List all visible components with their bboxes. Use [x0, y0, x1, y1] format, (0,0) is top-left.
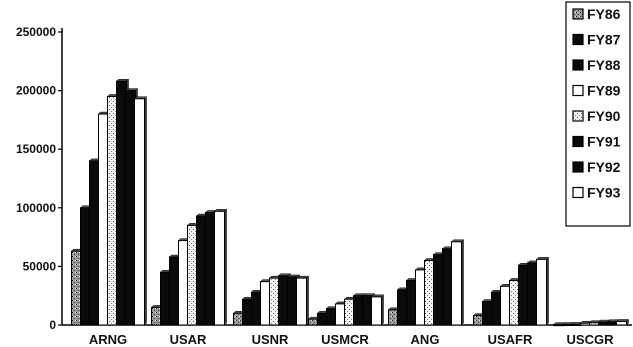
legend-label: FY93: [587, 185, 621, 201]
bar-uscgr-fy93: [616, 320, 627, 326]
y-tick-label: 0: [49, 318, 56, 332]
y-tick-label: 200000: [16, 84, 56, 98]
legend-swatch: [572, 33, 584, 46]
legend-swatch: [572, 8, 584, 20]
x-category-label: USAR: [170, 332, 207, 347]
legend-label: FY86: [587, 6, 621, 22]
bars: [70, 78, 630, 327]
bar-arng-fy93: [134, 98, 145, 326]
y-tick-labels: 0 50000 100000 150000 200000 250000: [16, 25, 56, 332]
x-category-label: USCGR: [567, 332, 615, 347]
x-category-label: USAFR: [488, 332, 533, 347]
x-category-label: USNR: [252, 332, 289, 347]
legend-label: FY88: [587, 57, 621, 73]
y-tick-label: 150000: [16, 142, 56, 156]
y-tick-label: 250000: [16, 25, 56, 39]
legend-label: FY87: [587, 32, 621, 48]
legend-swatch: [572, 59, 584, 71]
legend-label: FY91: [587, 134, 621, 150]
y-tick-label: 100000: [16, 201, 56, 215]
bar-usafr-fy93: [536, 258, 547, 326]
legend-swatch: [572, 110, 584, 122]
legend-swatch: [572, 135, 584, 148]
legend-label: FY89: [587, 83, 621, 99]
legend-swatch: [572, 186, 584, 199]
x-category-label: USMCR: [321, 332, 369, 347]
x-category-label: ARNG: [89, 332, 127, 347]
y-tick-label: 50000: [23, 259, 57, 273]
legend-swatch: [572, 84, 584, 97]
legend-swatch: [572, 161, 584, 173]
bar-ang-fy93: [451, 241, 462, 326]
bar-usnr-fy93: [296, 277, 307, 326]
x-category-labels: ARNG USAR USNR USMCR ANG USAFR USCGR: [89, 332, 614, 347]
legend-label: FY92: [587, 159, 621, 175]
x-category-label: ANG: [411, 332, 440, 347]
bar-usmcr-fy93: [371, 296, 382, 326]
legend: FY86 FY87 FY88 FY89 FY90 FY91 FY92 FY93: [565, 1, 631, 227]
legend-label: FY90: [587, 108, 621, 124]
bar-usar-fy93: [214, 210, 225, 326]
